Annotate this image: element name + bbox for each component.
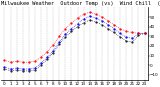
Text: Milwaukee Weather  Outdoor Temp (vs)  Wind Chill  (Last 24 Hours): Milwaukee Weather Outdoor Temp (vs) Wind… bbox=[1, 1, 160, 6]
